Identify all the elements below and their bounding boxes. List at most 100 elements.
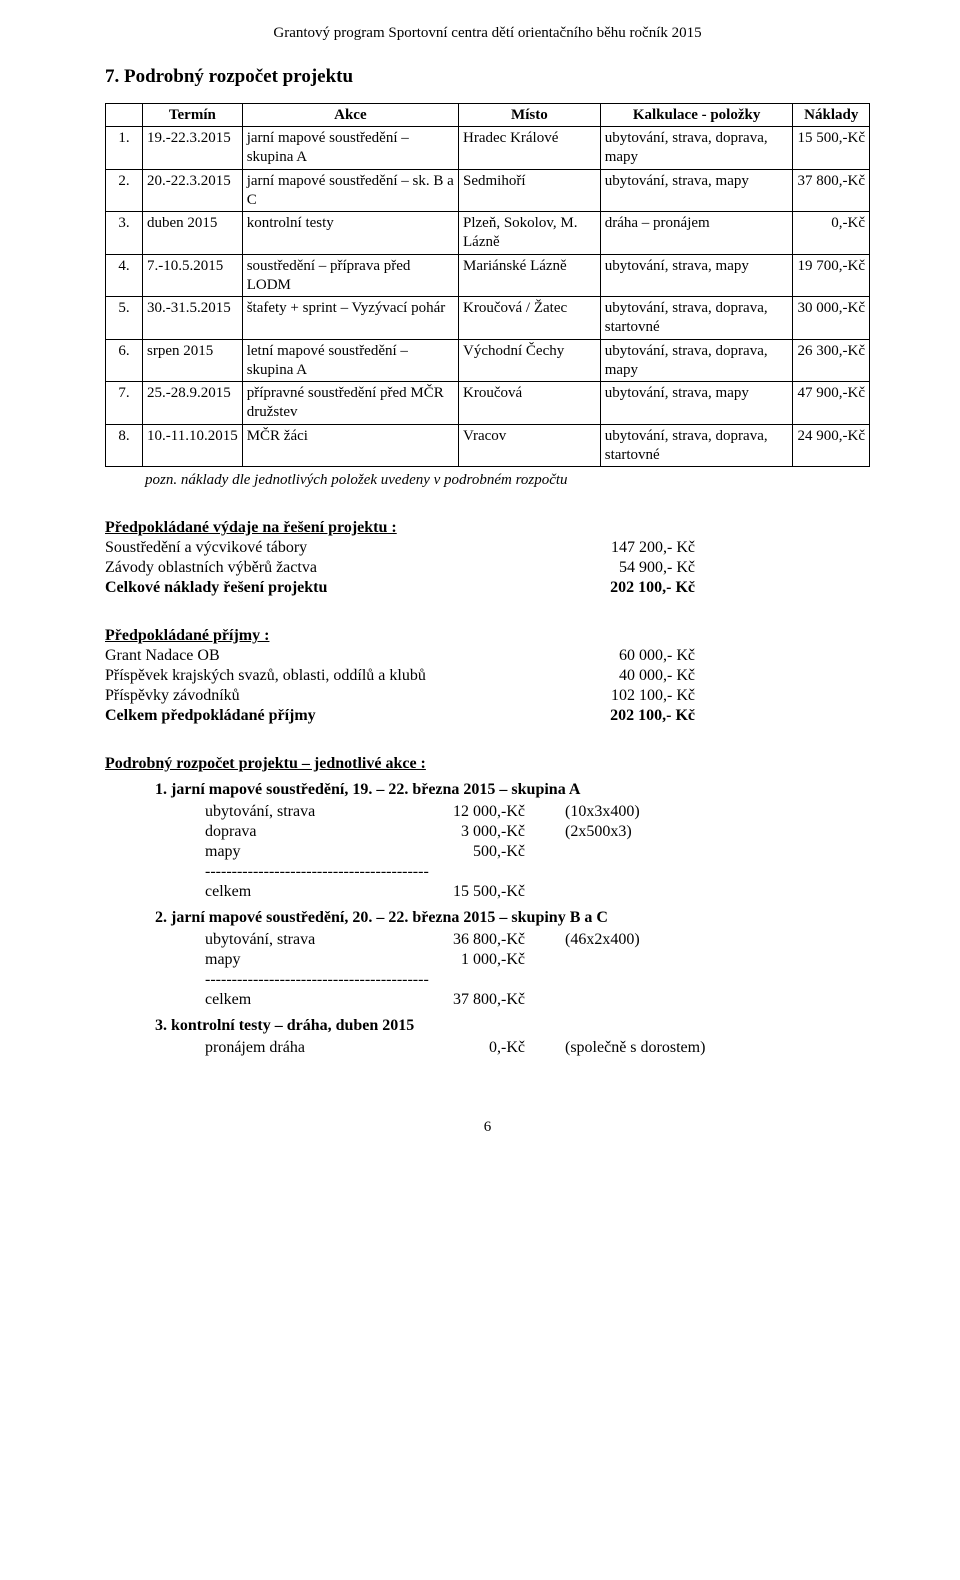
- sum-label: celkem: [205, 882, 395, 902]
- cell-misto: Vracov: [459, 424, 601, 467]
- cell-misto: Mariánské Lázně: [459, 254, 601, 297]
- detail-amount: 3 000,-Kč: [395, 822, 525, 842]
- detail-note: (2x500x3): [525, 822, 632, 842]
- detail-title: Podrobný rozpočet projektu – jednotlivé …: [105, 754, 870, 774]
- kv-value: 54 900,- Kč: [535, 558, 695, 578]
- table-row: 7.25.-28.9.2015přípravné soustředění pře…: [106, 382, 870, 425]
- table-note: pozn. náklady dle jednotlivých položek u…: [145, 471, 870, 490]
- cell-naklady: 37 800,-Kč: [793, 169, 870, 212]
- kv-row: Celkem předpokládané příjmy202 100,- Kč: [105, 706, 870, 726]
- detail-amount: 36 800,-Kč: [395, 930, 525, 950]
- cell-kalkulace: ubytování, strava, doprava, startovné: [600, 424, 793, 467]
- cell-misto: Sedmihoří: [459, 169, 601, 212]
- cell-kalkulace: dráha – pronájem: [600, 212, 793, 255]
- col-naklady: Náklady: [793, 103, 870, 127]
- detail-line: ubytování, strava36 800,-Kč(46x2x400): [205, 930, 870, 950]
- cell-kalkulace: ubytování, strava, doprava, startovné: [600, 297, 793, 340]
- cell-kalkulace: ubytování, strava, mapy: [600, 382, 793, 425]
- kv-row: Grant Nadace OB60 000,- Kč: [105, 646, 870, 666]
- table-row: 3.duben 2015kontrolní testyPlzeň, Sokolo…: [106, 212, 870, 255]
- detail-label: mapy: [205, 950, 395, 970]
- detail-line: pronájem dráha0,-Kč(společně s dorostem): [205, 1038, 870, 1058]
- section-title: 7. Podrobný rozpočet projektu: [105, 65, 870, 89]
- detail-line: mapy1 000,-Kč: [205, 950, 870, 970]
- col-termin: Termín: [143, 103, 243, 127]
- detail-label: mapy: [205, 842, 395, 862]
- cell-num: 4.: [106, 254, 143, 297]
- detail-label: ubytování, strava: [205, 930, 395, 950]
- separator-dashes: ----------------------------------------…: [205, 970, 870, 990]
- col-misto: Místo: [459, 103, 601, 127]
- detail-note: (společně s dorostem): [525, 1038, 705, 1058]
- cell-akce: jarní mapové soustředění – skupina A: [242, 127, 458, 170]
- cell-num: 8.: [106, 424, 143, 467]
- cell-naklady: 30 000,-Kč: [793, 297, 870, 340]
- cell-naklady: 26 300,-Kč: [793, 339, 870, 382]
- table-row: 8.10.-11.10.2015MČR žáciVracovubytování,…: [106, 424, 870, 467]
- detail-label: pronájem dráha: [205, 1038, 395, 1058]
- cell-misto: Kroučová / Žatec: [459, 297, 601, 340]
- cell-naklady: 15 500,-Kč: [793, 127, 870, 170]
- income-block: Předpokládané příjmy : Grant Nadace OB60…: [105, 626, 870, 726]
- table-row: 5.30.-31.5.2015štafety + sprint – Vyzýva…: [106, 297, 870, 340]
- kv-label: Soustředění a výcvikové tábory: [105, 538, 535, 558]
- detail-label: ubytování, strava: [205, 802, 395, 822]
- cell-akce: letní mapové soustředění – skupina A: [242, 339, 458, 382]
- table-row: 1.19.-22.3.2015jarní mapové soustředění …: [106, 127, 870, 170]
- budget-table: Termín Akce Místo Kalkulace - položky Ná…: [105, 103, 870, 468]
- page-header: Grantový program Sportovní centra dětí o…: [105, 24, 870, 43]
- kv-value: 202 100,- Kč: [535, 578, 695, 598]
- cell-naklady: 19 700,-Kč: [793, 254, 870, 297]
- cell-kalkulace: ubytování, strava, doprava, mapy: [600, 339, 793, 382]
- sum-amount: 15 500,-Kč: [395, 882, 525, 902]
- col-blank: [106, 103, 143, 127]
- cell-kalkulace: ubytování, strava, doprava, mapy: [600, 127, 793, 170]
- page-number: 6: [105, 1118, 870, 1137]
- table-row: 6.srpen 2015letní mapové soustředění – s…: [106, 339, 870, 382]
- cell-num: 6.: [106, 339, 143, 382]
- cell-akce: jarní mapové soustředění – sk. B a C: [242, 169, 458, 212]
- expenses-title: Předpokládané výdaje na řešení projektu …: [105, 518, 870, 538]
- detail-amount: 500,-Kč: [395, 842, 525, 862]
- kv-value: 102 100,- Kč: [535, 686, 695, 706]
- cell-naklady: 47 900,-Kč: [793, 382, 870, 425]
- cell-kalkulace: ubytování, strava, mapy: [600, 169, 793, 212]
- cell-misto: Plzeň, Sokolov, M. Lázně: [459, 212, 601, 255]
- sum-amount: 37 800,-Kč: [395, 990, 525, 1010]
- cell-termin: 19.-22.3.2015: [143, 127, 243, 170]
- separator-dashes: ----------------------------------------…: [205, 862, 870, 882]
- kv-value: 147 200,- Kč: [535, 538, 695, 558]
- kv-row: Příspěvek krajských svazů, oblasti, oddí…: [105, 666, 870, 686]
- expenses-block: Předpokládané výdaje na řešení projektu …: [105, 518, 870, 598]
- table-header-row: Termín Akce Místo Kalkulace - položky Ná…: [106, 103, 870, 127]
- table-row: 4.7.-10.5.2015soustředění – příprava pře…: [106, 254, 870, 297]
- kv-label: Příspěvek krajských svazů, oblasti, oddí…: [105, 666, 535, 686]
- detail-amount: 1 000,-Kč: [395, 950, 525, 970]
- cell-akce: soustředění – příprava před LODM: [242, 254, 458, 297]
- kv-value: 40 000,- Kč: [535, 666, 695, 686]
- kv-label: Příspěvky závodníků: [105, 686, 535, 706]
- cell-termin: srpen 2015: [143, 339, 243, 382]
- table-row: 2.20.-22.3.2015jarní mapové soustředění …: [106, 169, 870, 212]
- kv-label: Celkové náklady řešení projektu: [105, 578, 535, 598]
- cell-misto: Kroučová: [459, 382, 601, 425]
- cell-termin: 10.-11.10.2015: [143, 424, 243, 467]
- cell-akce: MČR žáci: [242, 424, 458, 467]
- action-heading: 3. kontrolní testy – dráha, duben 2015: [155, 1016, 870, 1036]
- action-heading: 1. jarní mapové soustředění, 19. – 22. b…: [155, 780, 870, 800]
- col-akce: Akce: [242, 103, 458, 127]
- cell-termin: 25.-28.9.2015: [143, 382, 243, 425]
- cell-termin: 7.-10.5.2015: [143, 254, 243, 297]
- kv-row: Závody oblastních výběrů žactva54 900,- …: [105, 558, 870, 578]
- kv-row: Příspěvky závodníků102 100,- Kč: [105, 686, 870, 706]
- cell-num: 1.: [106, 127, 143, 170]
- cell-termin: 20.-22.3.2015: [143, 169, 243, 212]
- kv-label: Grant Nadace OB: [105, 646, 535, 666]
- detail-note: [525, 950, 565, 970]
- detail-line: ubytování, strava12 000,-Kč(10x3x400): [205, 802, 870, 822]
- cell-akce: kontrolní testy: [242, 212, 458, 255]
- detail-note: (10x3x400): [525, 802, 640, 822]
- cell-termin: 30.-31.5.2015: [143, 297, 243, 340]
- kv-label: Závody oblastních výběrů žactva: [105, 558, 535, 578]
- cell-misto: Východní Čechy: [459, 339, 601, 382]
